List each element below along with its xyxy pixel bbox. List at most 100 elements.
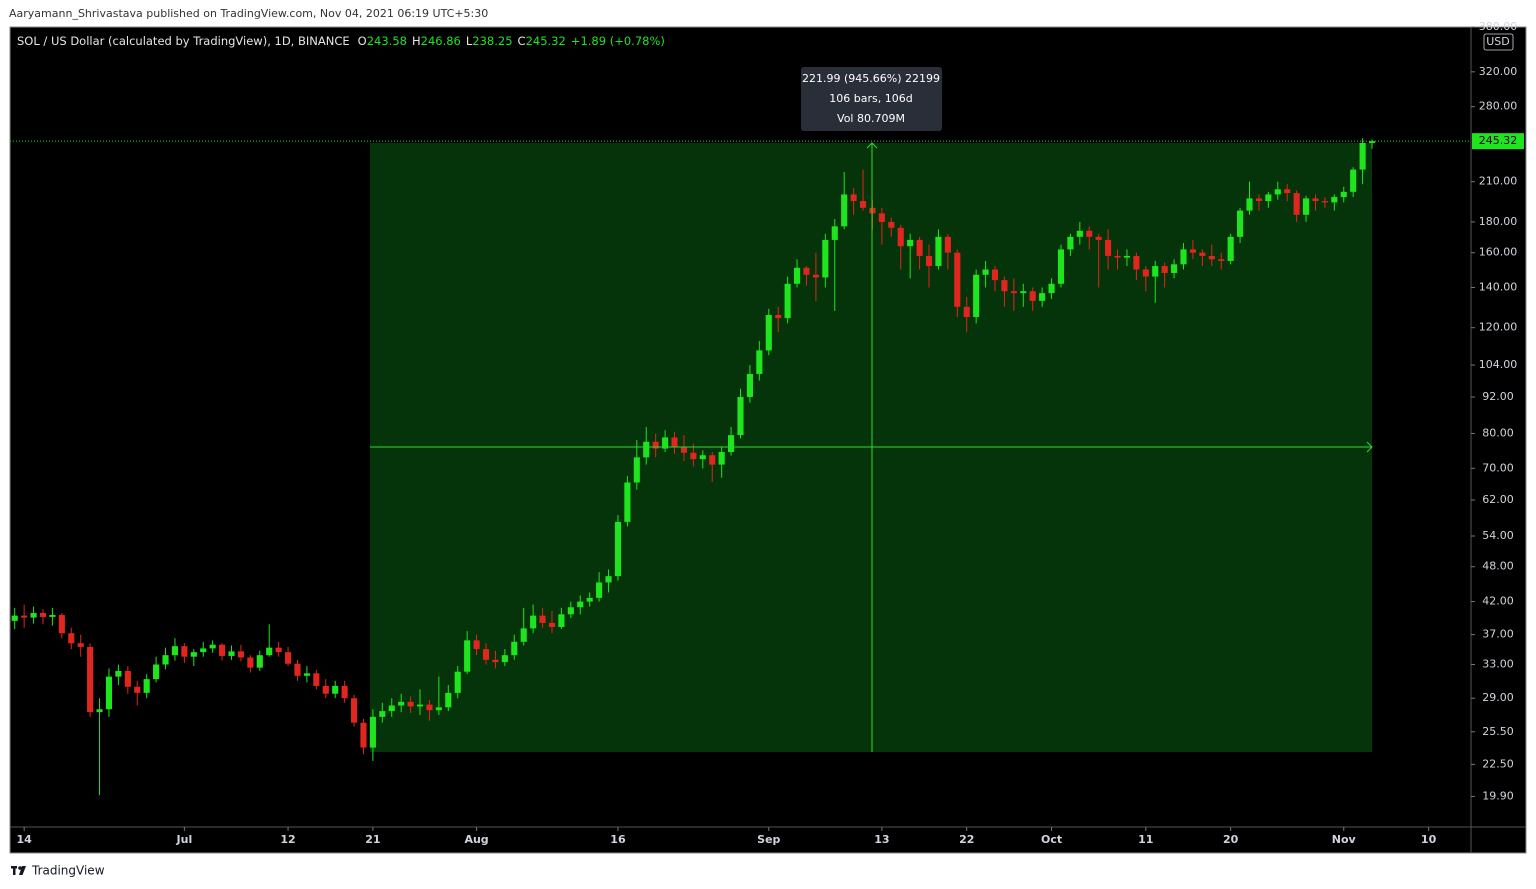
candle-body (662, 437, 669, 449)
candle-body (973, 274, 980, 318)
candle-body (944, 236, 951, 253)
candle-body (737, 397, 744, 436)
candle-body (963, 306, 970, 318)
candle-body (1076, 230, 1083, 237)
y-tick-label: 92.00 (1482, 390, 1514, 403)
y-tick-label: 33.00 (1482, 657, 1514, 670)
candle-body (878, 213, 885, 222)
candle-body (1029, 291, 1036, 301)
candle-body (209, 644, 216, 649)
tooltip-line: 106 bars, 106d (829, 92, 912, 105)
candle-body (925, 255, 933, 267)
y-tick-label: 42.00 (1482, 595, 1514, 608)
candle-body (1246, 198, 1253, 211)
candle-body (190, 652, 197, 657)
y-tick-label: 22.50 (1482, 757, 1514, 770)
x-tick-label: 22 (959, 833, 974, 846)
candle-body (1302, 198, 1310, 215)
candle-body (11, 615, 18, 621)
candle-body (643, 441, 650, 458)
x-tick-label: 14 (16, 833, 32, 846)
candle-body (577, 601, 584, 608)
candle-body (530, 615, 537, 629)
candle-body (1359, 143, 1366, 170)
legend-symbol: SOL / US Dollar (calculated by TradingVi… (17, 34, 350, 48)
x-tick-label: 10 (1421, 833, 1437, 846)
y-tick-label: 19.90 (1482, 789, 1514, 802)
candle-body (369, 716, 376, 748)
candle-body (435, 707, 442, 711)
candle-body (407, 701, 414, 707)
y-tick-label: 70.00 (1482, 461, 1514, 474)
candle-body (1010, 291, 1017, 294)
candle-body (58, 614, 65, 634)
candle-body (1284, 189, 1291, 194)
candle-body (1095, 236, 1102, 240)
candle-body (219, 644, 226, 656)
candle-body (1350, 169, 1357, 192)
candle-body (256, 655, 263, 668)
candle-body (1293, 193, 1300, 215)
measure-arrow-right (1366, 441, 1373, 453)
y-tick-label: 160.00 (1479, 246, 1518, 259)
candle-body (228, 651, 235, 656)
x-tick-label: 11 (1138, 833, 1153, 846)
x-tick-label: 16 (610, 833, 626, 846)
y-tick-label: 210.00 (1479, 175, 1518, 188)
candle-body (275, 647, 282, 653)
candle-body (360, 722, 367, 748)
candle-body (596, 582, 603, 598)
y-tick-label: 180.00 (1479, 215, 1518, 228)
candle-body (765, 314, 772, 351)
measure-tooltip: 221.99 (945.66%) 22199 106 bars, 106d Vo… (801, 67, 942, 131)
candle-body (49, 614, 56, 617)
candle-body (501, 655, 508, 663)
legend: SOL / US Dollar (calculated by TradingVi… (17, 34, 665, 48)
last-price-box (1472, 133, 1524, 150)
candle-body (1152, 266, 1159, 277)
candle-body (916, 239, 923, 256)
candle-body (784, 283, 791, 319)
candle-body (1368, 141, 1376, 144)
candle-body (511, 641, 518, 656)
logo-part (13, 866, 16, 875)
candle-body (709, 455, 716, 465)
candle-body (1321, 201, 1328, 203)
candle-body (935, 236, 942, 267)
tooltip-line: 221.99 (945.66%) 22199 (802, 72, 940, 85)
y-tick-label: 48.00 (1482, 560, 1514, 573)
candle-body (153, 664, 160, 680)
footer-brand: TradingView (31, 864, 105, 878)
candle-body (388, 705, 395, 712)
candle-body (1105, 239, 1112, 256)
candle-body (68, 633, 75, 644)
candle-body (1171, 264, 1178, 273)
candle-body (454, 671, 461, 693)
candle-body (1312, 198, 1319, 202)
candle-body (1133, 255, 1140, 270)
candle-body (492, 659, 499, 663)
candle-body (605, 576, 612, 583)
measure-arrow-up (866, 142, 878, 149)
candle-body (143, 679, 150, 693)
candle-body (822, 239, 829, 278)
legend-value: 245.32 (526, 34, 566, 48)
legend-value: 238.25 (472, 34, 512, 48)
candle-body (1265, 194, 1272, 202)
legend-label: C (518, 34, 526, 48)
candle-body (1067, 236, 1074, 250)
candle-body (567, 607, 574, 615)
candle-body (746, 373, 753, 398)
x-tick-label: Oct (1041, 833, 1062, 846)
y-tick-label: 62.00 (1482, 493, 1514, 506)
candle-body (1180, 249, 1187, 265)
candle-body (445, 692, 452, 708)
x-tick-label: 13 (874, 833, 889, 846)
candle-body (1039, 293, 1046, 301)
candle-body (897, 227, 904, 247)
candle-body (793, 267, 801, 284)
candle-body (1123, 255, 1131, 258)
tooltip-line: Vol 80.709M (837, 112, 905, 125)
candle-body (482, 649, 490, 660)
